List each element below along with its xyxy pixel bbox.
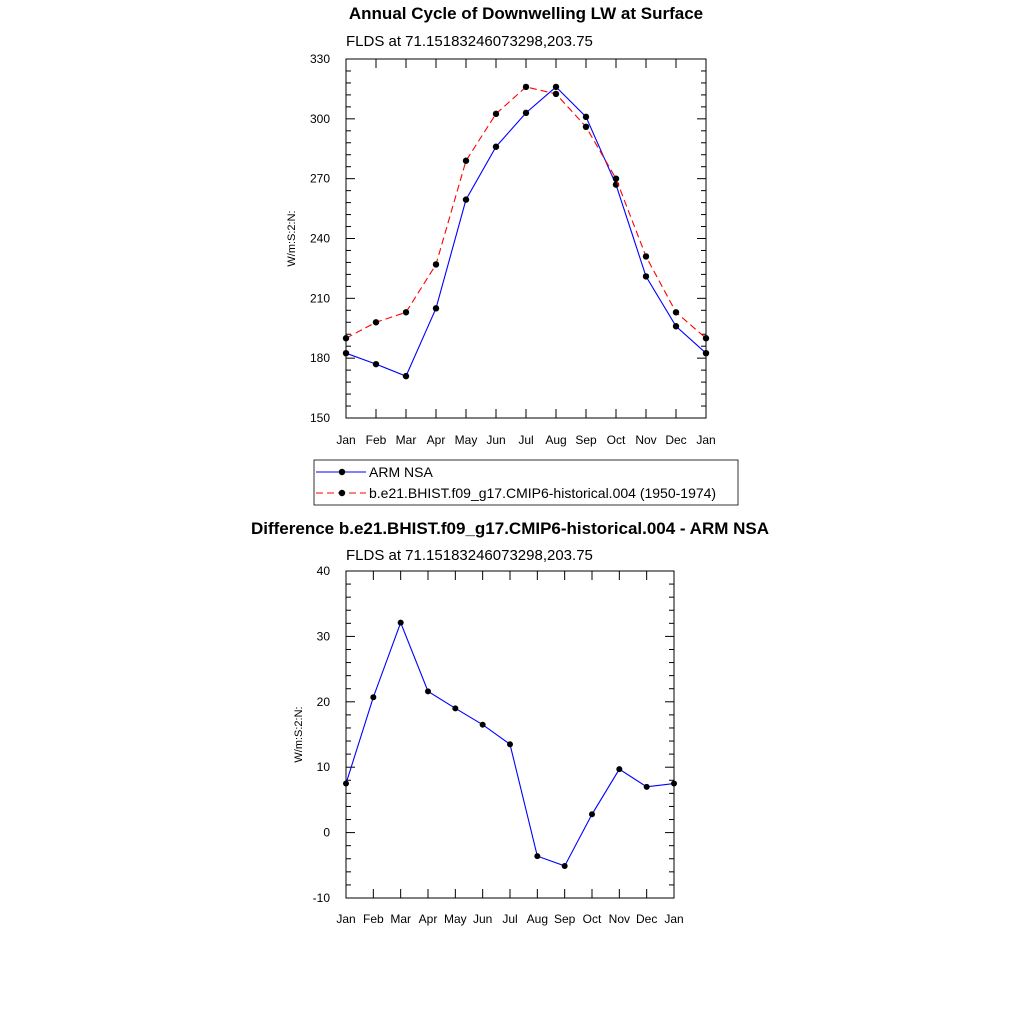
- data-point: [432, 261, 440, 268]
- y-tick-label: 30: [317, 629, 331, 643]
- x-tick-label: Apr: [427, 433, 446, 447]
- x-tick-label: Jan: [336, 433, 355, 447]
- series-line-1: [345, 86, 707, 377]
- x-tick-label: Sep: [554, 912, 576, 926]
- y-tick-label: -10: [313, 891, 331, 905]
- x-tick-label: Jun: [486, 433, 505, 447]
- data-point: [452, 705, 459, 712]
- data-point: [642, 273, 650, 280]
- x-tick-label: Feb: [366, 433, 387, 447]
- x-tick-label: Jan: [664, 912, 683, 926]
- data-point: [402, 372, 410, 380]
- y-tick-label: 240: [310, 232, 330, 246]
- x-tick-label: Jun: [473, 912, 492, 926]
- x-tick-label: Mar: [390, 912, 411, 926]
- chart-subtitle: FLDS at 71.15183246073298,203.75: [346, 547, 593, 564]
- x-tick-label: Nov: [635, 433, 656, 447]
- y-tick-label: 40: [317, 564, 331, 578]
- data-point: [342, 335, 350, 342]
- data-point: [522, 109, 530, 117]
- plot-frame: [345, 570, 675, 899]
- y-tick-label: 330: [310, 52, 330, 66]
- data-point: [397, 619, 404, 626]
- y-tick-label: 150: [310, 411, 330, 425]
- y-tick-label: 300: [310, 112, 330, 126]
- data-point: [402, 309, 410, 316]
- x-tick-label: Aug: [527, 912, 548, 926]
- data-point: [492, 110, 500, 118]
- x-tick-label: Dec: [636, 912, 657, 926]
- x-tick-label: May: [444, 912, 467, 926]
- data-point: [672, 323, 680, 330]
- y-axis-label: W/m:S:2:N:: [286, 210, 298, 266]
- data-point: [672, 309, 680, 316]
- y-tick-label: 210: [310, 291, 330, 305]
- legend-box: [313, 459, 739, 506]
- data-point: [522, 83, 530, 91]
- data-point: [582, 123, 590, 131]
- y-tick-label: 20: [317, 695, 331, 709]
- data-point: [561, 862, 568, 869]
- x-tick-label: Oct: [583, 912, 602, 926]
- data-point: [582, 113, 590, 121]
- data-point: [425, 688, 431, 695]
- y-axis-label: W/m:S:2:N:: [293, 706, 305, 762]
- y-tick-label: 0: [323, 826, 330, 840]
- x-tick-label: Jul: [502, 912, 517, 926]
- data-point: [534, 853, 541, 860]
- data-point: [343, 780, 349, 787]
- chart-subtitle: FLDS at 71.15183246073298,203.75: [346, 33, 593, 50]
- data-point: [372, 360, 380, 368]
- data-point: [702, 349, 710, 357]
- legend-marker: [338, 468, 346, 476]
- x-tick-label: Mar: [396, 433, 417, 447]
- chart-title: Difference b.e21.BHIST.f09_g17.CMIP6-his…: [251, 519, 769, 538]
- data-point: [432, 305, 440, 312]
- chart-title: Annual Cycle of Downwelling LW at Surfac…: [349, 4, 703, 23]
- data-point: [552, 90, 560, 98]
- x-tick-label: May: [455, 433, 478, 447]
- x-tick-label: Dec: [665, 433, 686, 447]
- y-tick-label: 180: [310, 351, 330, 365]
- data-point: [342, 349, 350, 357]
- data-point: [462, 157, 470, 164]
- x-tick-label: Nov: [609, 912, 630, 926]
- y-tick-label: 270: [310, 172, 330, 186]
- data-point: [372, 319, 380, 326]
- data-point: [589, 811, 595, 818]
- x-tick-label: Aug: [545, 433, 566, 447]
- y-tick-label: 10: [317, 760, 331, 774]
- data-point: [702, 335, 710, 342]
- series-line-2: [345, 86, 707, 339]
- legend-marker: [338, 489, 346, 497]
- x-tick-label: Jul: [518, 433, 533, 447]
- x-tick-label: Apr: [419, 912, 438, 926]
- data-point: [642, 253, 650, 260]
- data-point: [479, 721, 486, 728]
- legend-label: b.e21.BHIST.f09_g17.CMIP6-historical.004…: [369, 485, 716, 501]
- x-tick-label: Jan: [696, 433, 715, 447]
- data-point: [616, 766, 623, 773]
- data-point: [552, 83, 560, 91]
- x-tick-label: Oct: [607, 433, 626, 447]
- x-tick-label: Jan: [336, 912, 355, 926]
- data-point: [492, 143, 500, 150]
- data-point: [370, 694, 377, 701]
- data-point: [612, 175, 620, 182]
- data-point: [462, 196, 470, 203]
- data-point: [507, 741, 513, 748]
- x-tick-label: Sep: [575, 433, 597, 447]
- legend-label: ARM NSA: [369, 464, 433, 480]
- data-point: [643, 783, 650, 790]
- data-point: [671, 780, 677, 787]
- x-tick-label: Feb: [363, 912, 384, 926]
